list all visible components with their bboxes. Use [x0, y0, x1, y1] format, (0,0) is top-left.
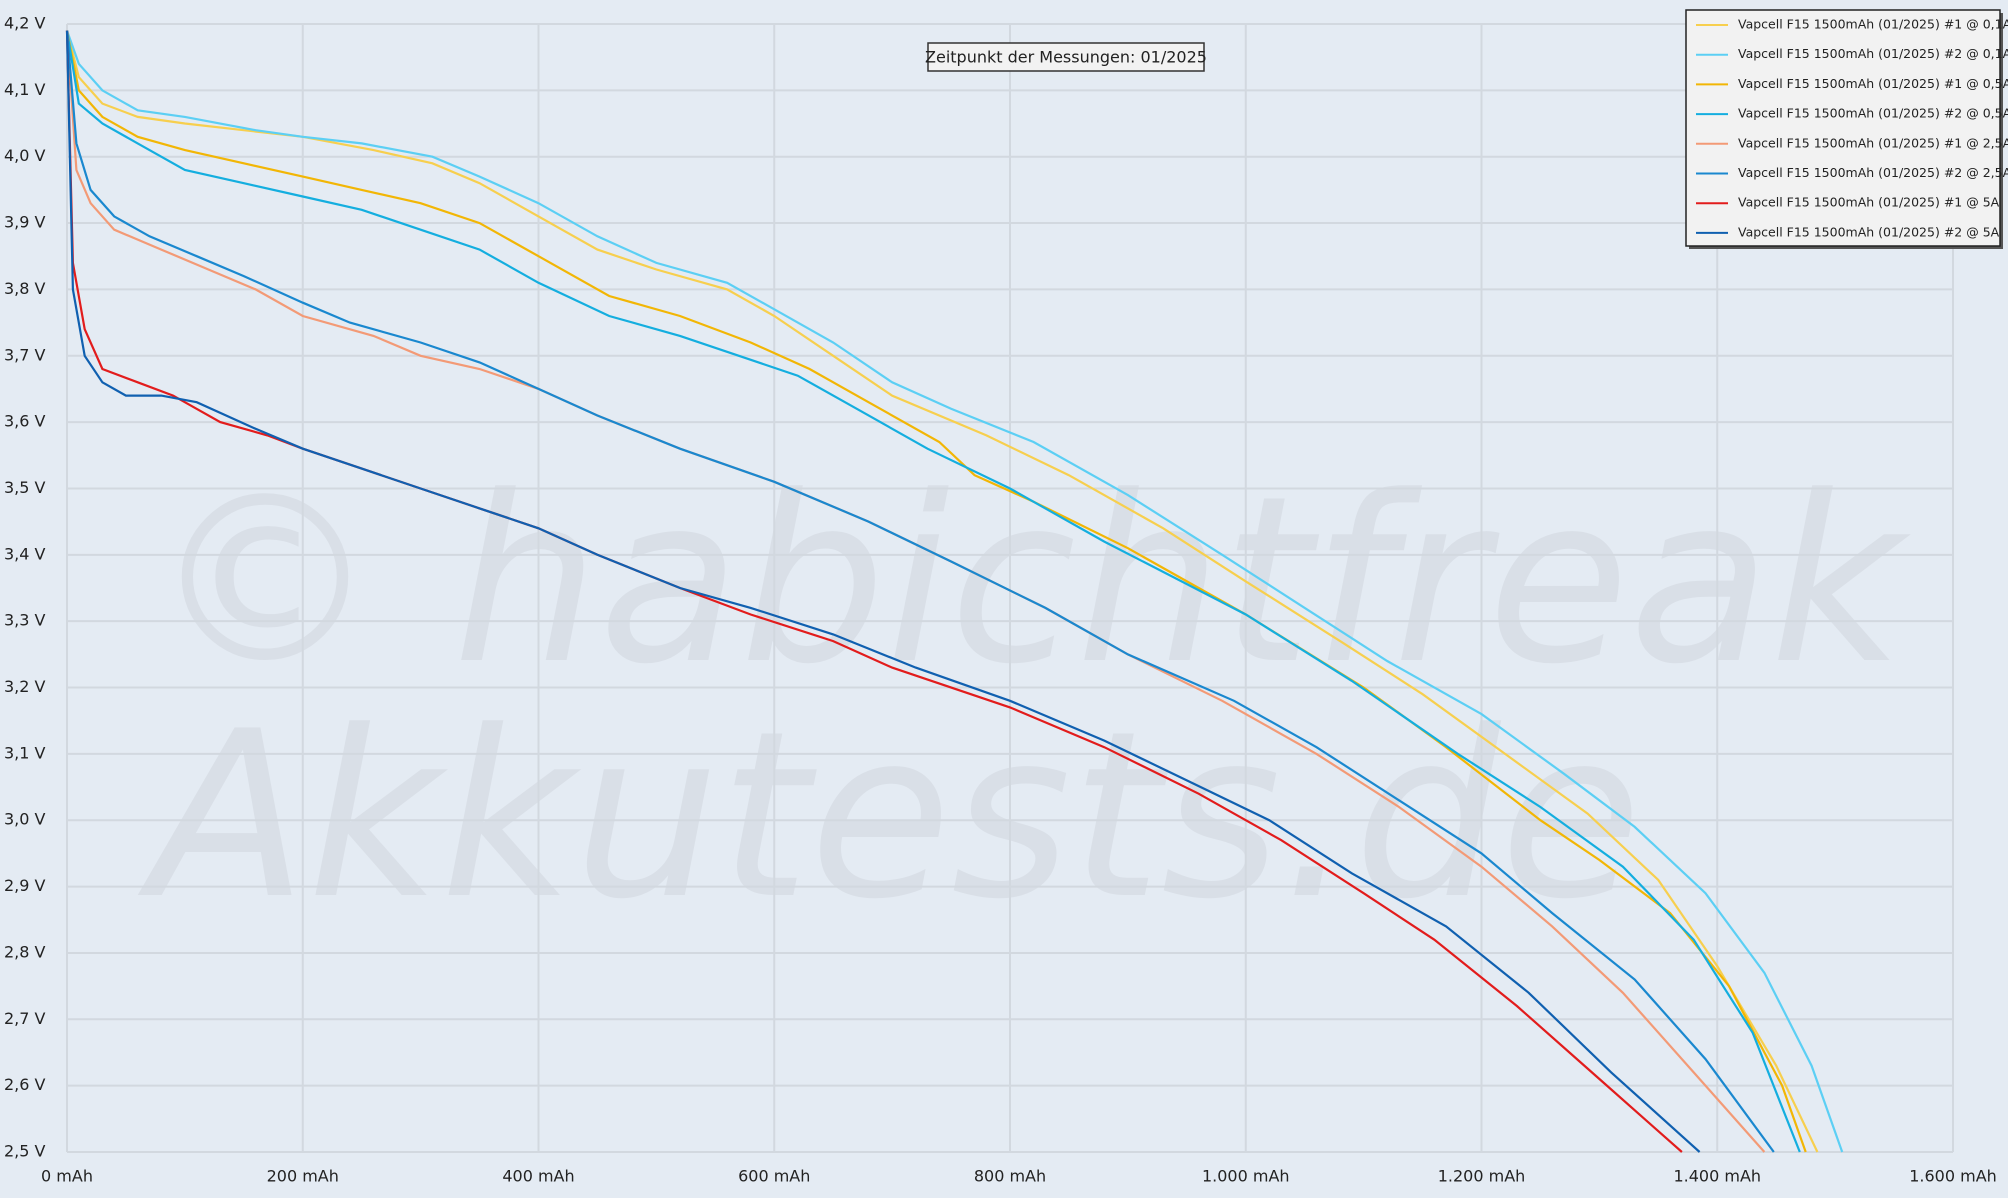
y-tick-label: 3,4 V	[4, 544, 46, 563]
y-tick-label: 4,1 V	[4, 80, 46, 99]
annotation-box	[927, 42, 1205, 72]
legend-label: Vapcell F15 1500mAh (01/2025) #2 @ 0,1A	[1738, 46, 2008, 61]
legend-label: Vapcell F15 1500mAh (01/2025) #1 @ 2,5A	[1738, 135, 2008, 150]
watermark: © habichtfreak	[150, 448, 1911, 715]
y-tick-label: 3,8 V	[4, 279, 46, 298]
y-tick-label: 3,9 V	[4, 213, 46, 232]
x-tick-label: 1.400 mAh	[1673, 1167, 1761, 1186]
x-tick-label: 1.200 mAh	[1438, 1167, 1526, 1186]
series-line	[65, 30, 1701, 1153]
legend-label: Vapcell F15 1500mAh (01/2025) #1 @ 0,1A	[1738, 17, 2008, 32]
x-tick-label: 800 mAh	[974, 1167, 1046, 1186]
y-tick-label: 2,9 V	[4, 876, 46, 895]
y-tick-label: 3,3 V	[4, 611, 46, 630]
x-tick-label: 200 mAh	[267, 1167, 339, 1186]
watermark: Akkutests.de	[137, 683, 1642, 950]
legend-label: Vapcell F15 1500mAh (01/2025) #2 @ 2,5A	[1738, 165, 2008, 180]
x-tick-label: 600 mAh	[738, 1167, 810, 1186]
x-tick-label: 1.600 mAh	[1909, 1167, 1997, 1186]
x-tick-label: 400 mAh	[502, 1167, 574, 1186]
y-tick-label: 2,6 V	[4, 1075, 46, 1094]
y-tick-label: 3,5 V	[4, 478, 46, 497]
legend-label: Vapcell F15 1500mAh (01/2025) #1 @ 5A	[1738, 195, 2000, 210]
series-line	[65, 30, 1844, 1153]
series-line	[65, 30, 1801, 1153]
legend-label: Vapcell F15 1500mAh (01/2025) #1 @ 0,5A	[1738, 76, 2008, 91]
series-line	[65, 30, 1807, 1153]
y-tick-label: 2,5 V	[4, 1142, 46, 1161]
y-tick-label: 3,0 V	[4, 810, 46, 829]
y-tick-label: 3,1 V	[4, 743, 46, 762]
y-tick-label: 4,2 V	[4, 14, 46, 33]
y-tick-label: 2,8 V	[4, 942, 46, 961]
y-tick-label: 2,7 V	[4, 1009, 46, 1028]
x-tick-label: 0 mAh	[41, 1167, 93, 1186]
legend-box	[1685, 9, 2001, 247]
legend-label: Vapcell F15 1500mAh (01/2025) #2 @ 5A	[1738, 224, 2000, 239]
y-tick-label: 3,2 V	[4, 677, 46, 696]
legend-label: Vapcell F15 1500mAh (01/2025) #2 @ 0,5A	[1738, 106, 2008, 121]
series-line	[65, 30, 1775, 1153]
y-tick-label: 3,6 V	[4, 412, 46, 431]
y-tick-label: 4,0 V	[4, 146, 46, 165]
y-tick-label: 3,7 V	[4, 345, 46, 364]
series-line	[65, 30, 1819, 1153]
x-tick-label: 1.000 mAh	[1202, 1167, 1290, 1186]
annotation: Zeitpunkt der Messungen: 01/2025	[925, 48, 1207, 67]
